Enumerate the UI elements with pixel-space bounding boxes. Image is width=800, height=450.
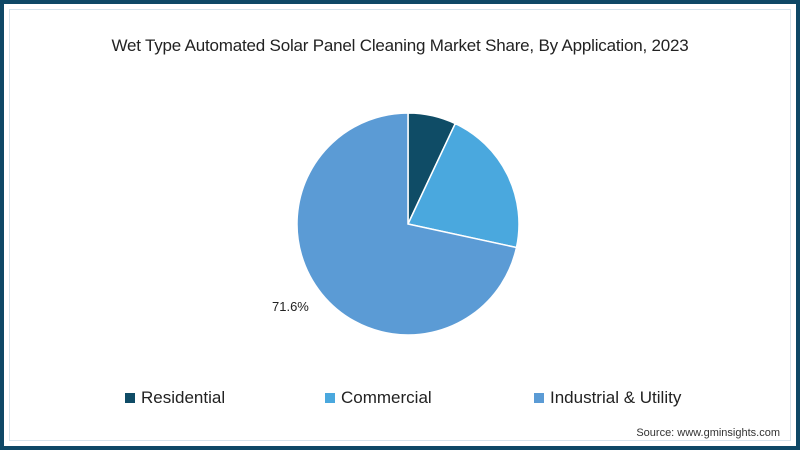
- pie-slice-industrial-utility: [296, 112, 518, 336]
- slice-label-industrial: 71.6%: [272, 299, 309, 314]
- legend-swatch-residential: [125, 393, 135, 403]
- legend-swatch-commercial: [325, 393, 335, 403]
- source-note: Source: www.gminsights.com: [636, 427, 780, 439]
- legend-item-industrial-utility: Industrial & Utility: [534, 388, 681, 408]
- legend-item-commercial: Commercial: [325, 388, 432, 408]
- legend: Residential Commercial Industrial & Util…: [0, 388, 800, 410]
- legend-label: Residential: [141, 388, 226, 407]
- legend-label: Commercial: [341, 388, 432, 407]
- legend-label: Industrial & Utility: [550, 388, 682, 407]
- pie-slices: [296, 112, 520, 336]
- legend-item-residential: Residential: [125, 388, 225, 408]
- legend-swatch-industrial-utility: [534, 393, 544, 403]
- chart-title: Wet Type Automated Solar Panel Cleaning …: [111, 36, 689, 55]
- pie-slice-commercial: [406, 122, 520, 249]
